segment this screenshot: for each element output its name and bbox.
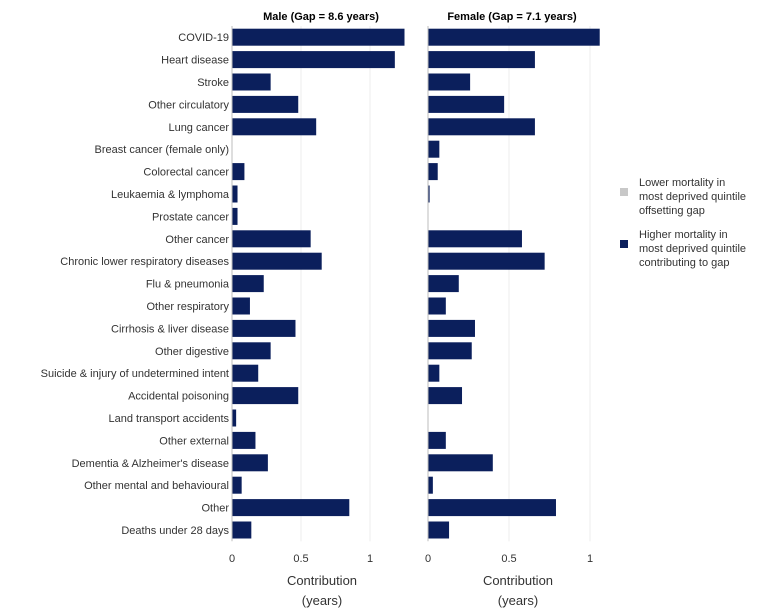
bar: [428, 230, 522, 248]
bar: [232, 28, 405, 46]
category-label: Chronic lower respiratory diseases: [60, 256, 229, 268]
category-label: Land transport accidents: [109, 413, 230, 425]
category-label: Lung cancer: [168, 122, 229, 134]
category-label: Other cancer: [165, 234, 229, 246]
bar: [232, 499, 350, 517]
x-axis-label: (years): [498, 593, 538, 608]
category-label: Stroke: [197, 77, 229, 89]
category-label: Other: [201, 503, 229, 515]
category-label: Other mental and behavioural: [84, 480, 229, 492]
x-axis-label: Contribution: [287, 573, 357, 588]
bar: [428, 252, 545, 270]
bar: [232, 73, 271, 91]
bar: [428, 140, 440, 158]
bar: [428, 51, 535, 69]
bar: [232, 521, 252, 539]
category-label: Accidental poisoning: [128, 391, 229, 403]
x-tick-label: 0.5: [501, 553, 516, 565]
legend-label: contributing to gap: [639, 257, 730, 269]
category-label: Other circulatory: [148, 99, 229, 111]
legend-label: Higher mortality in: [639, 229, 728, 241]
x-tick-label: 0: [229, 553, 235, 565]
category-label: Breast cancer (female only): [95, 144, 230, 156]
category-label: Colorectal cancer: [143, 167, 229, 179]
bar: [232, 319, 296, 337]
bar: [232, 387, 299, 405]
bar: [428, 73, 471, 91]
bar: [232, 409, 237, 427]
legend-swatch: [620, 240, 628, 248]
bar: [232, 342, 271, 360]
bar: [232, 230, 311, 248]
bar: [428, 342, 472, 360]
bar: [232, 431, 256, 449]
x-axis-label: Contribution: [483, 573, 553, 588]
category-label: Flu & pneumonia: [146, 279, 230, 291]
category-label: COVID-19: [178, 32, 229, 44]
x-axis-label: (years): [302, 593, 342, 608]
legend-label: offsetting gap: [639, 205, 705, 217]
category-label: Other external: [159, 435, 229, 447]
category-label: Other respiratory: [146, 301, 229, 313]
bar: [428, 476, 433, 494]
bar: [428, 364, 440, 382]
bar: [232, 364, 259, 382]
bar: [428, 431, 446, 449]
bar: [428, 28, 600, 46]
legend-label: Lower mortality in: [639, 177, 725, 189]
x-tick-label: 1: [587, 553, 593, 565]
bar: [232, 95, 299, 113]
legend-label: most deprived quintile: [639, 243, 746, 255]
panel-title: Male (Gap = 8.6 years): [263, 11, 379, 23]
category-label: Other digestive: [155, 346, 229, 358]
bar: [428, 275, 459, 293]
legend-label: most deprived quintile: [639, 191, 746, 203]
bar: [232, 163, 245, 181]
bar: [428, 499, 556, 517]
x-tick-label: 0.5: [293, 553, 308, 565]
bar: [428, 185, 430, 203]
category-label: Leukaemia & lymphoma: [111, 189, 230, 201]
bar: [428, 454, 493, 472]
bar: [428, 319, 475, 337]
bar: [232, 207, 238, 225]
legend-swatch: [620, 188, 628, 196]
x-tick-label: 0: [425, 553, 431, 565]
category-label: Prostate cancer: [152, 211, 229, 223]
bar: [232, 476, 242, 494]
panel-title: Female (Gap = 7.1 years): [447, 11, 577, 23]
bar: [428, 521, 450, 539]
category-label: Heart disease: [161, 55, 229, 67]
bar: [428, 297, 446, 315]
bar: [428, 163, 438, 181]
category-label: Suicide & injury of undetermined intent: [41, 368, 229, 380]
bar: [232, 252, 322, 270]
bar: [232, 185, 238, 203]
bar: [232, 297, 250, 315]
bar: [232, 454, 268, 472]
x-tick-label: 1: [367, 553, 373, 565]
category-label: Cirrhosis & liver disease: [111, 323, 229, 335]
bar: [232, 275, 264, 293]
bar: [232, 118, 317, 136]
category-label: Deaths under 28 days: [121, 525, 229, 537]
category-label: Dementia & Alzheimer's disease: [72, 458, 229, 470]
bar: [428, 387, 463, 405]
bar: [232, 51, 395, 69]
bar: [428, 118, 535, 136]
bar: [428, 95, 505, 113]
